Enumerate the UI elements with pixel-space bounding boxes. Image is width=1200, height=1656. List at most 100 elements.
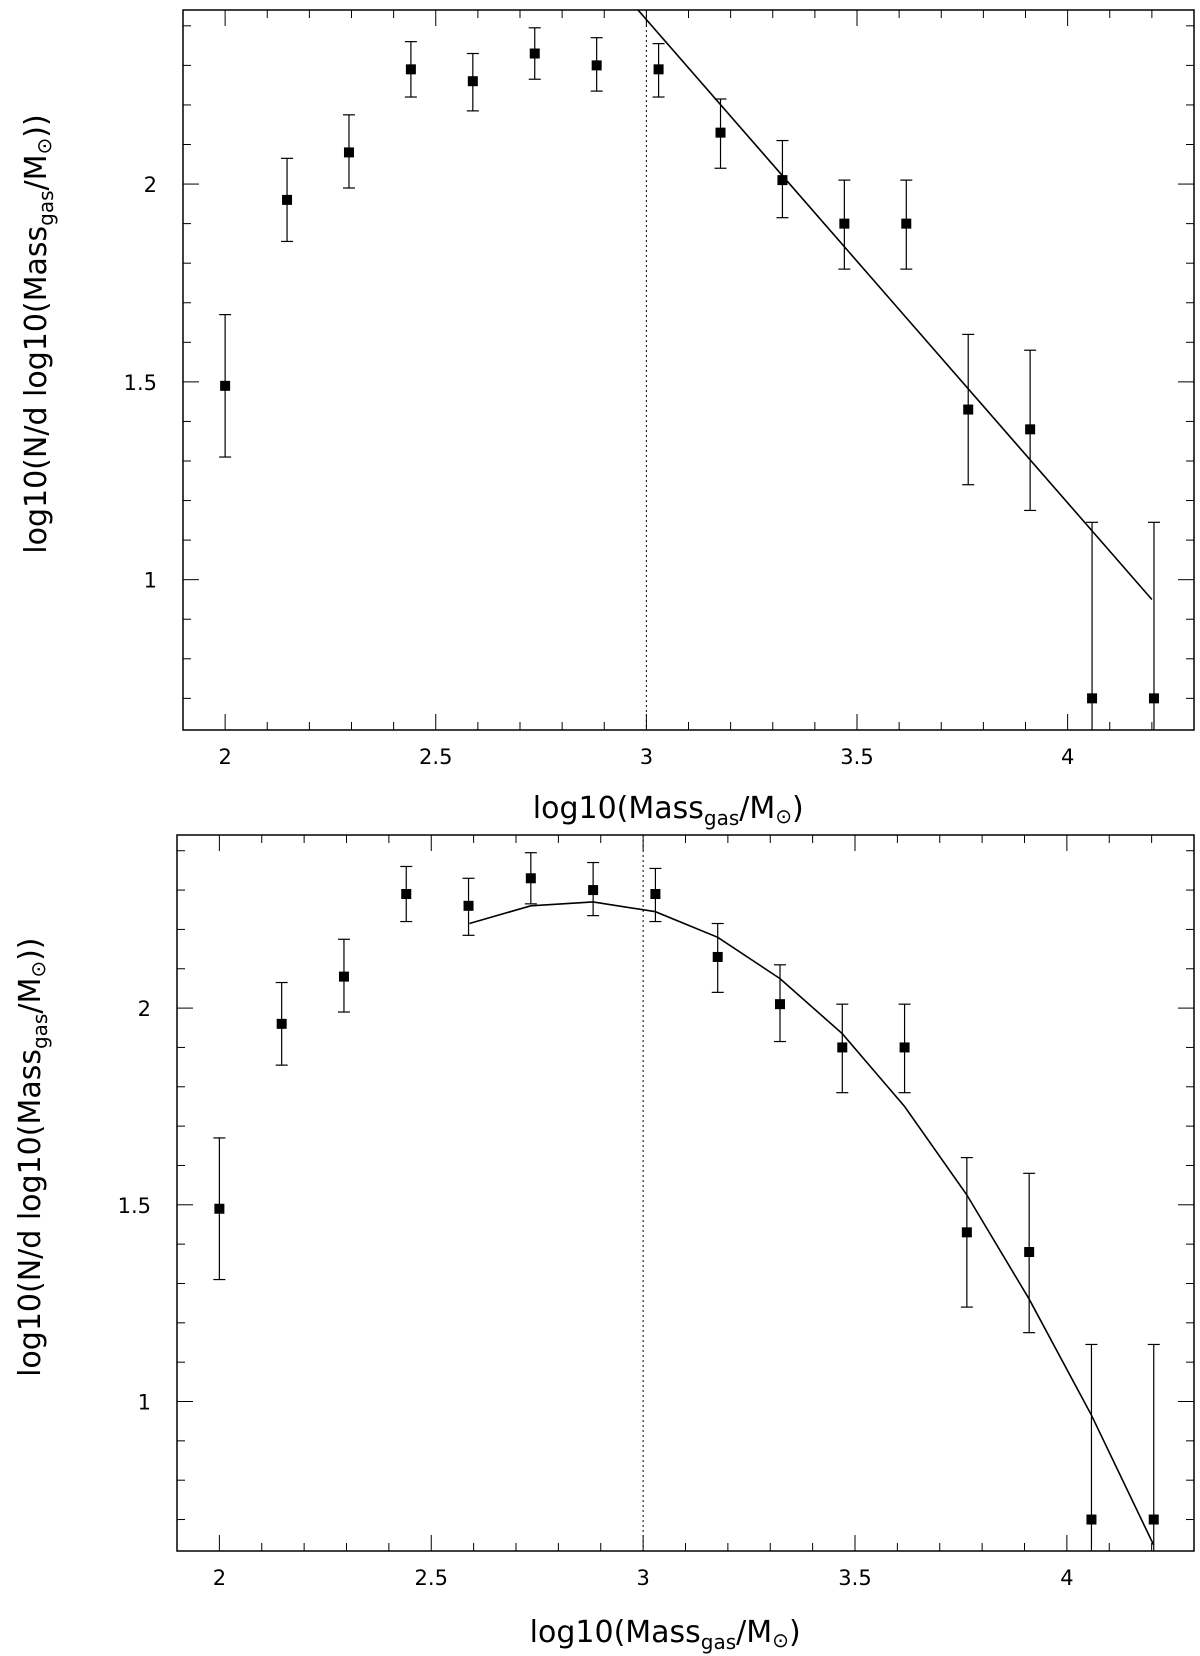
data-point [1085, 1343, 1098, 1551]
point-marker [214, 1203, 225, 1214]
point-marker [276, 1018, 287, 1029]
axis-label-part-symbol: ⊙ [32, 138, 56, 155]
y-tick-label: 1 [144, 569, 157, 593]
data-point [462, 877, 475, 936]
point-marker [712, 951, 723, 962]
data-point [590, 37, 603, 92]
axis-label-part-after: /M [13, 978, 48, 1014]
point-marker [1087, 693, 1098, 704]
data-series [219, 27, 1160, 730]
axis-label-part-main: log10(N/d log10(Mass [13, 1049, 48, 1377]
axis-label-part-sub: gas [28, 1014, 52, 1049]
y-axis-label: log10(N/d log10(Massgas/M⊙)) [13, 937, 52, 1376]
point-marker [401, 889, 412, 900]
point-marker [653, 64, 664, 75]
axis-ticks [182, 10, 1195, 730]
data-point [275, 981, 288, 1066]
y-tick-label: 2 [138, 997, 151, 1021]
data-point [776, 139, 789, 219]
point-marker [338, 971, 349, 982]
data-point [773, 964, 786, 1043]
chart-panel-2: 2 2.5 3 3.5 411.52log10(Massgas/M⊙)log10(N/d… [13, 834, 1195, 1654]
point-marker [525, 873, 536, 884]
axis-label-part-main: log10(N/d log10(Mass [19, 226, 54, 554]
axis-label-part-main: log10(Mass [530, 1615, 701, 1650]
point-marker [837, 1042, 848, 1053]
point-marker [1148, 1514, 1159, 1525]
point-marker [343, 147, 354, 158]
data-point [836, 1003, 849, 1094]
data-point [1147, 1343, 1160, 1551]
axis-label-part-symbol: ⊙ [26, 961, 50, 978]
data-point [528, 27, 541, 80]
axis-label-part-sub: gas [34, 190, 58, 225]
point-marker [467, 76, 478, 87]
x-tick-label: 2.5 [415, 1566, 448, 1590]
point-marker [220, 380, 231, 391]
fit-curve [469, 901, 1155, 1546]
x-tick-label: 3 [640, 745, 653, 769]
point-marker [588, 885, 599, 896]
x-axis-label: log10(Massgas/M⊙) [530, 1615, 801, 1654]
x-tick-label: 4 [1060, 1566, 1073, 1590]
axis-label-part-close: )) [13, 937, 48, 960]
plot-frame [176, 834, 1195, 1552]
axis-label-part-after: /M [19, 154, 54, 190]
x-tick-label: 4 [1061, 745, 1074, 769]
axis-label-part-symbol: ⊙ [775, 804, 792, 828]
data-point [1086, 521, 1099, 730]
x-tick-label: 2.5 [419, 745, 452, 769]
plot-frame [182, 9, 1195, 731]
point-marker [529, 48, 540, 59]
point-marker [1025, 424, 1036, 435]
point-marker [961, 1227, 972, 1238]
point-marker [1148, 693, 1159, 704]
point-marker [777, 175, 788, 186]
data-point [337, 938, 350, 1013]
point-marker [1024, 1247, 1035, 1258]
axis-label-part-close: )) [19, 114, 54, 137]
data-point [960, 1156, 973, 1308]
point-marker [591, 60, 602, 71]
point-marker [1086, 1514, 1097, 1525]
point-marker [774, 999, 785, 1010]
data-point [213, 1137, 226, 1281]
data-point [342, 114, 355, 189]
point-marker [282, 194, 293, 205]
axis-label-part-after: /M [739, 791, 775, 826]
point-marker [405, 64, 416, 75]
point-marker [839, 218, 850, 229]
data-series [213, 852, 1160, 1551]
point-marker [901, 218, 912, 229]
data-point [838, 179, 851, 270]
x-tick-label: 3 [636, 1566, 649, 1590]
data-point [219, 314, 232, 458]
chart-panel-1: 2 2.5 3 3.5 411.52log10(Massgas/M⊙)log10(N/d… [19, 9, 1195, 830]
data-point [587, 861, 600, 917]
data-point [898, 1003, 911, 1094]
point-marker [963, 404, 974, 415]
fit-curve [637, 10, 1153, 601]
data-point [900, 179, 913, 270]
axis-ticks [176, 835, 1195, 1551]
y-tick-label: 2 [144, 173, 157, 197]
x-tick-label: 3.5 [840, 745, 873, 769]
data-point [711, 922, 724, 993]
y-axis-label: log10(N/d log10(Massgas/M⊙)) [19, 114, 58, 553]
point-marker [650, 889, 661, 900]
data-point [962, 333, 975, 486]
y-tick-label: 1 [138, 1391, 151, 1415]
point-marker [899, 1042, 910, 1053]
data-point [281, 157, 294, 243]
axis-label-part-sub: gas [704, 806, 739, 830]
data-point [652, 43, 665, 98]
y-tick-label: 1.5 [118, 1194, 151, 1218]
point-marker [463, 900, 474, 911]
x-tick-label: 2 [213, 1566, 226, 1590]
axis-label-part-sub: gas [701, 1630, 736, 1654]
data-point [1024, 349, 1037, 512]
data-point [524, 852, 537, 905]
y-tick-label: 1.5 [124, 371, 157, 395]
axis-label-part-symbol: ⊙ [772, 1628, 789, 1652]
